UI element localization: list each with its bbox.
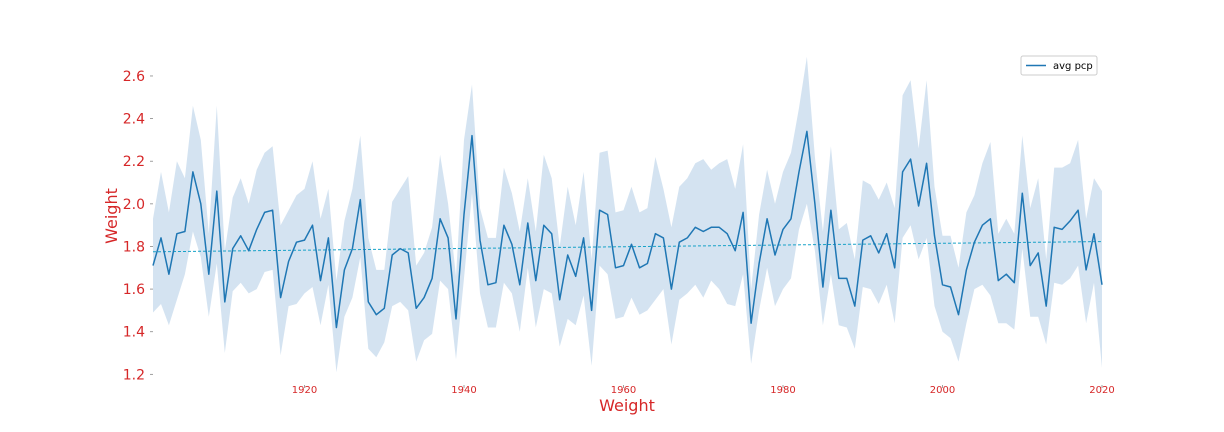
x-tick-label: 1980 (770, 385, 795, 396)
legend-box (1020, 55, 1098, 76)
y-axis-label: Weight (102, 188, 121, 244)
y-tick-label: 1.2 (123, 367, 145, 383)
y-tick-label: 2.0 (123, 197, 145, 213)
y-tick-label: 1.6 (123, 282, 145, 298)
confidence-band (153, 56, 1102, 373)
y-tick-label: 1.4 (123, 325, 145, 341)
trend-line (152, 241, 1103, 253)
x-tick-label: 2020 (1089, 385, 1114, 396)
x-tick-label: 2000 (930, 385, 955, 396)
series-line-avg-pcp (152, 130, 1103, 329)
y-tick-label: 2.6 (123, 69, 145, 85)
series-line-layer (152, 130, 1103, 329)
legend: avg pcp (1020, 55, 1098, 76)
x-tick-label: 1920 (292, 385, 317, 396)
y-tick-label: 2.2 (123, 154, 145, 170)
x-axis-ticks: 1920 1940 1960 1980 2000 2020 (292, 385, 1115, 396)
y-tick-label: 2.4 (123, 112, 145, 128)
legend-label: avg pcp (1053, 61, 1093, 72)
y-axis-ticks: 1.2 1.4 1.6 1.8 2.0 2.2 2.4 2.6 (123, 69, 153, 383)
x-axis-label: Weight (599, 396, 655, 415)
y-tick-label: 1.8 (123, 239, 145, 255)
confidence-band-layer (153, 56, 1102, 373)
trend-line-layer (152, 241, 1103, 253)
x-tick-label: 1960 (611, 385, 636, 396)
x-tick-label: 1940 (451, 385, 476, 396)
